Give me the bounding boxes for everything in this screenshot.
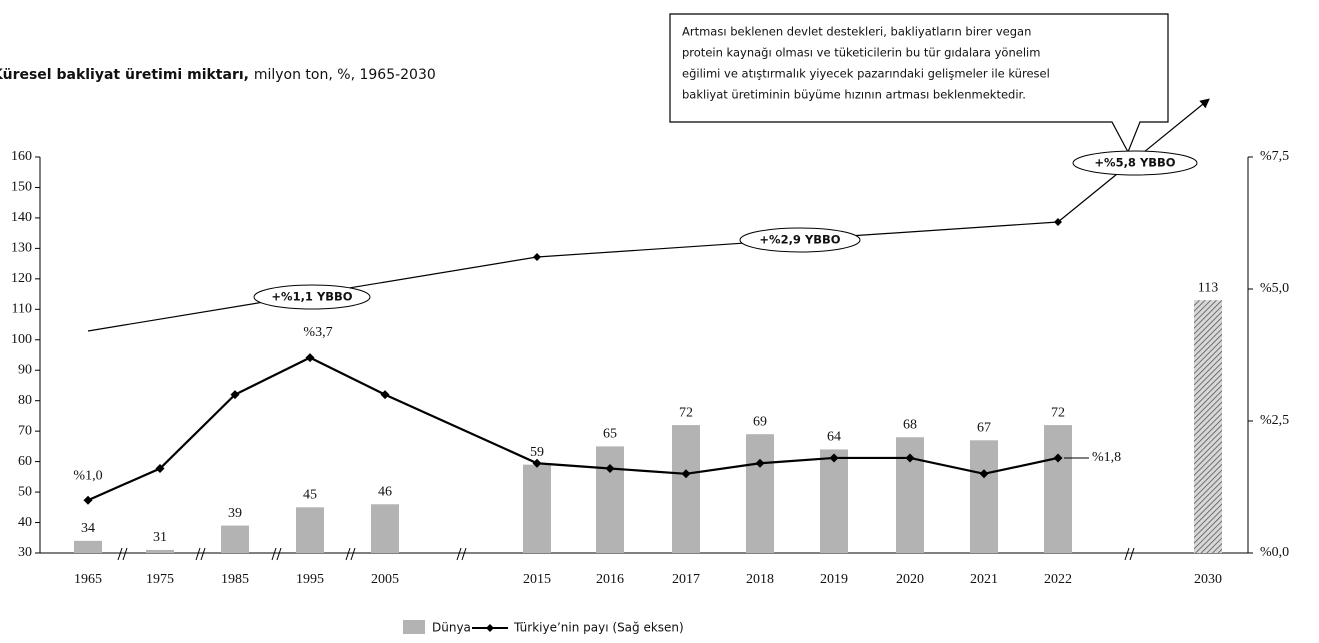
y-tick-label: 130 xyxy=(11,241,32,256)
bar xyxy=(1194,300,1222,553)
line-marker xyxy=(755,458,765,468)
line-value-label: %1,0 xyxy=(73,468,102,483)
x-tick-label: 2015 xyxy=(523,572,551,587)
bar-value-label: 64 xyxy=(827,430,841,445)
line-marker xyxy=(532,458,542,468)
x-tick-label: 1985 xyxy=(221,572,249,587)
bar xyxy=(820,449,848,553)
line-value-label: %3,7 xyxy=(303,325,332,340)
y-tick-label: 50 xyxy=(18,484,32,499)
line-marker xyxy=(605,464,615,474)
y-tick-label: 160 xyxy=(11,149,32,164)
chart-title: Küresel bakliyat üretimi miktarı, milyon… xyxy=(0,67,436,83)
y-tick-label: 110 xyxy=(12,302,32,317)
line-marker xyxy=(83,495,93,505)
x-tick-label: 2018 xyxy=(746,572,774,587)
legend-swatch xyxy=(403,620,425,634)
y-tick-label: 80 xyxy=(18,393,32,408)
annotation: +%1,1 YBBO xyxy=(271,290,352,304)
annotation: +%2,9 YBBO xyxy=(759,233,840,247)
line-marker xyxy=(681,469,691,479)
y-tick-label: 60 xyxy=(18,454,32,469)
y-tick-label: 90 xyxy=(18,362,32,377)
callout-line: bakliyat üretiminin büyüme hızının artma… xyxy=(682,88,1026,102)
x-tick-label: 2020 xyxy=(896,572,924,587)
bar xyxy=(146,549,174,553)
x-tick-label: 2019 xyxy=(820,572,848,587)
annotation: +%5,8 YBBO xyxy=(1094,156,1175,170)
line-marker xyxy=(1053,453,1063,463)
line-marker xyxy=(979,469,989,479)
bar-value-label: 34 xyxy=(81,521,95,536)
legend-label: Türkiye’nin payı (Sağ eksen) xyxy=(513,621,684,635)
y-tick-label: 70 xyxy=(18,423,32,438)
x-tick-label: 2017 xyxy=(672,572,700,587)
bar xyxy=(296,507,324,553)
bar-value-label: 59 xyxy=(530,445,544,460)
x-tick-label: 2016 xyxy=(596,572,624,587)
bar-value-label: 39 xyxy=(228,506,242,521)
x-tick-label: 1975 xyxy=(146,572,174,587)
bar-value-label: 72 xyxy=(679,405,693,420)
annotation-bubble xyxy=(1072,150,1198,176)
annotation-bubble xyxy=(739,227,861,253)
legend-label: Dünya xyxy=(432,621,471,635)
bar-value-label: 72 xyxy=(1051,405,1065,420)
x-tick-label: 2005 xyxy=(371,572,399,587)
callout-line: protein kaynağı olması ve tüketicilerin … xyxy=(682,46,1040,60)
line-marker xyxy=(905,453,915,463)
x-tick-label: 2022 xyxy=(1044,572,1072,587)
callout-line: eğilimi ve atıştırmalık yiyecek pazarınd… xyxy=(682,67,1050,81)
bar xyxy=(221,525,249,553)
y-tick-label: 140 xyxy=(11,210,32,225)
y2-tick-label: %2,5 xyxy=(1260,413,1289,428)
y2-tick-label: %5,0 xyxy=(1260,281,1289,296)
y2-tick-label: %7,5 xyxy=(1260,149,1289,164)
bar-value-label: 113 xyxy=(1198,280,1218,295)
bar xyxy=(1044,425,1072,553)
x-tick-label: 2021 xyxy=(970,572,998,587)
bar-value-label: 68 xyxy=(903,417,917,432)
x-tick-label: 2030 xyxy=(1194,572,1222,587)
bar xyxy=(371,504,399,553)
bar-value-label: 65 xyxy=(603,427,617,442)
line-value-label: %1,8 xyxy=(1092,450,1121,465)
annotation-bubble xyxy=(253,284,371,310)
x-tick-label: 1995 xyxy=(296,572,324,587)
y-tick-label: 40 xyxy=(18,515,32,530)
bar xyxy=(970,440,998,553)
line-marker xyxy=(155,464,165,474)
bar xyxy=(596,446,624,553)
subtitle: milyon ton, %, 1965-2030 xyxy=(254,67,436,83)
bar xyxy=(746,434,774,553)
y-tick-label: 150 xyxy=(11,180,32,195)
axis-breaks xyxy=(117,547,1135,561)
line-marker xyxy=(230,390,240,400)
x-tick-label: 1965 xyxy=(74,572,102,587)
y-tick-label: 100 xyxy=(11,332,32,347)
bar-value-label: 45 xyxy=(303,488,317,503)
callout-line: Artması beklenen devlet destekleri, bakl… xyxy=(682,25,1031,39)
legend-marker xyxy=(486,624,494,632)
bar-value-label: 67 xyxy=(977,421,991,436)
y2-tick-label: %0,0 xyxy=(1260,545,1289,560)
bar xyxy=(672,425,700,553)
title: Küresel bakliyat üretimi miktarı, xyxy=(0,67,249,83)
bar xyxy=(74,540,102,553)
callout-box xyxy=(669,13,1169,154)
bar-value-label: 69 xyxy=(753,414,767,429)
bar-value-label: 31 xyxy=(153,530,167,545)
line-marker xyxy=(305,353,315,363)
line-marker xyxy=(380,390,390,400)
bar-value-label: 46 xyxy=(378,484,392,499)
line-marker xyxy=(829,453,839,463)
bar xyxy=(523,464,551,553)
y-tick-label: 30 xyxy=(18,545,32,560)
y-tick-label: 120 xyxy=(11,271,32,286)
